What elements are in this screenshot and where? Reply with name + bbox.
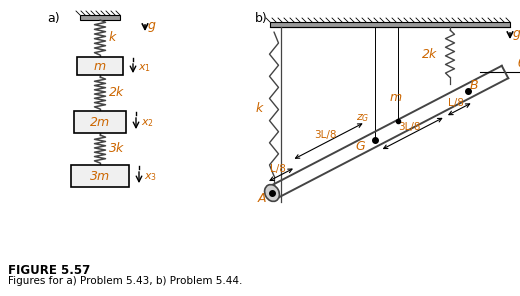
Text: k: k bbox=[109, 31, 116, 44]
Ellipse shape bbox=[265, 185, 279, 201]
Text: $x_3$: $x_3$ bbox=[144, 171, 157, 183]
Bar bbox=[77, 57, 123, 75]
Text: $x_2$: $x_2$ bbox=[141, 117, 154, 129]
Text: 3L/8: 3L/8 bbox=[398, 122, 421, 132]
Text: $z_G$: $z_G$ bbox=[356, 112, 369, 124]
Text: 2k: 2k bbox=[422, 48, 438, 61]
Text: g: g bbox=[148, 20, 156, 33]
Bar bbox=[74, 111, 126, 133]
Text: m: m bbox=[94, 59, 106, 73]
Text: Figures for a) Problem 5.43, b) Problem 5.44.: Figures for a) Problem 5.43, b) Problem … bbox=[8, 276, 242, 286]
Text: a): a) bbox=[47, 12, 60, 25]
Text: L/8: L/8 bbox=[270, 164, 286, 173]
Text: G: G bbox=[356, 140, 366, 153]
Text: m: m bbox=[390, 91, 402, 104]
Text: k: k bbox=[255, 102, 263, 115]
Text: A: A bbox=[258, 192, 266, 205]
Text: $x_1$: $x_1$ bbox=[138, 62, 151, 74]
Text: 3L/8: 3L/8 bbox=[314, 130, 336, 140]
Text: L/8: L/8 bbox=[448, 98, 464, 108]
Text: 3k: 3k bbox=[109, 142, 124, 155]
Bar bbox=[270, 22, 510, 27]
Text: 2m: 2m bbox=[90, 115, 110, 128]
Bar bbox=[71, 165, 129, 187]
Text: 3m: 3m bbox=[90, 170, 110, 183]
Text: $\theta$: $\theta$ bbox=[517, 56, 520, 70]
Text: 2k: 2k bbox=[109, 86, 124, 99]
Bar bbox=[80, 15, 120, 20]
Text: FIGURE 5.57: FIGURE 5.57 bbox=[8, 264, 90, 277]
Text: b): b) bbox=[255, 12, 268, 25]
Text: g: g bbox=[513, 28, 520, 41]
Text: B: B bbox=[470, 79, 478, 92]
